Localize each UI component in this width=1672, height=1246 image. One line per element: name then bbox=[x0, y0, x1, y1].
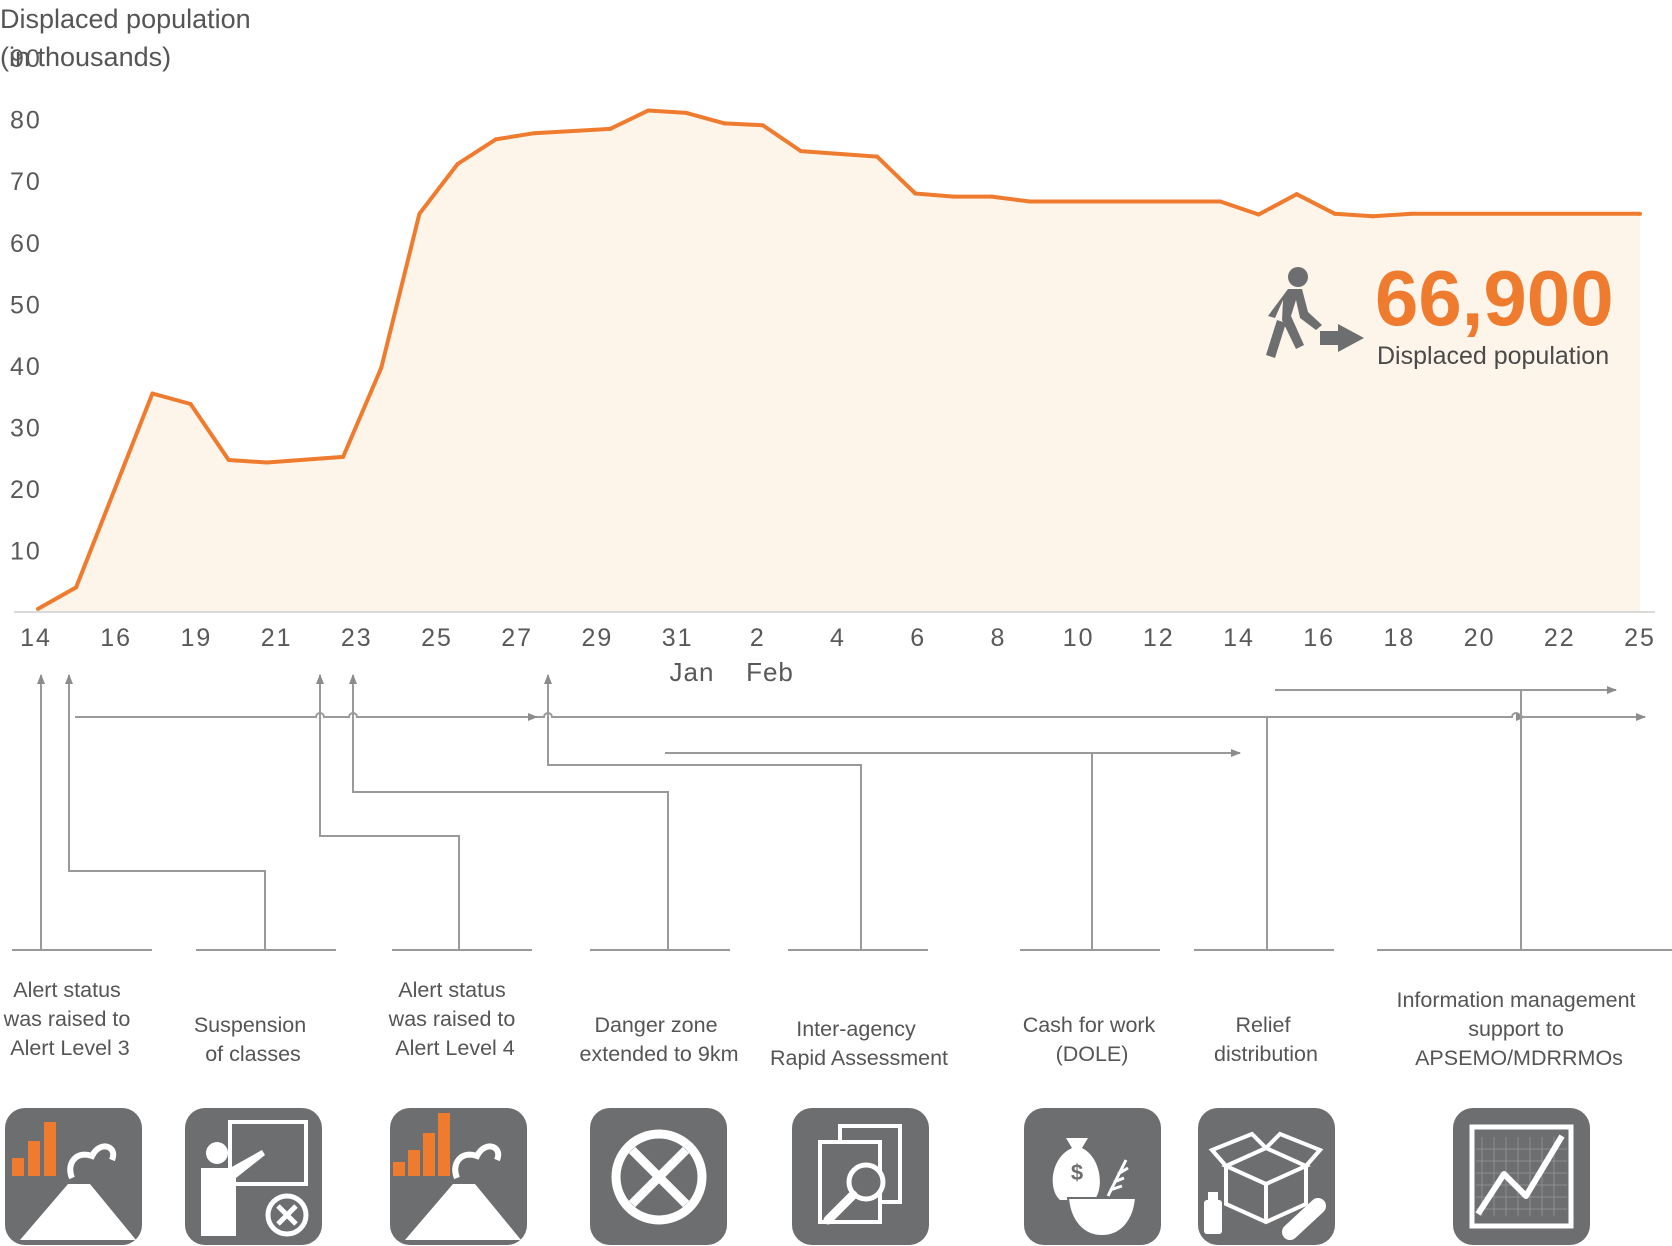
x-axis-ticks: 14 16 19 21 23 25 27 29 31 2 4 6 8 10 12 14 16 18 20 22 25 bbox=[20, 624, 1656, 652]
data-point bbox=[74, 585, 79, 590]
x-tick-label: 25 bbox=[1624, 624, 1656, 652]
data-point bbox=[455, 162, 460, 166]
data-point bbox=[875, 154, 880, 159]
data-point bbox=[341, 454, 346, 459]
x-tick-label: 4 bbox=[830, 624, 846, 652]
data-line bbox=[37, 108, 1640, 611]
svg-text:$: $ bbox=[1071, 1160, 1083, 1185]
data-point bbox=[722, 121, 727, 126]
y-tick-label: 10 bbox=[10, 537, 42, 565]
data-point bbox=[150, 391, 155, 396]
data-point bbox=[1332, 211, 1337, 216]
x-tick-label: 12 bbox=[1143, 624, 1175, 652]
rapid-assessment-icon bbox=[792, 1108, 929, 1245]
data-point bbox=[951, 194, 956, 199]
y-tick-label: 20 bbox=[10, 476, 42, 504]
danger-zone-icon bbox=[590, 1108, 727, 1245]
x-tick-label: 18 bbox=[1383, 624, 1415, 652]
class-suspension-icon bbox=[185, 1108, 322, 1245]
event-label-rapid-assessment: Inter-agency Rapid Assessment bbox=[770, 1017, 948, 1070]
x-tick-label: 2 bbox=[750, 624, 766, 652]
x-tick-label: 27 bbox=[501, 624, 533, 652]
data-point bbox=[1371, 214, 1375, 219]
data-point bbox=[913, 191, 918, 196]
event-label-danger-zone: Danger zone extended to 9km bbox=[580, 1013, 739, 1066]
data-point bbox=[379, 365, 384, 370]
data-point bbox=[646, 108, 651, 113]
data-points bbox=[36, 108, 1642, 611]
month-label-jan: Jan bbox=[670, 657, 715, 687]
data-point bbox=[684, 110, 689, 115]
x-tick-label: 10 bbox=[1063, 624, 1095, 652]
y-axis-title-line-2: (in thousands) bbox=[0, 42, 171, 72]
volcano-alert-4-icon bbox=[390, 1108, 527, 1245]
data-point bbox=[1027, 199, 1032, 204]
information-management-icon bbox=[1453, 1108, 1590, 1245]
data-point bbox=[417, 211, 422, 216]
y-tick-label: 90 bbox=[10, 45, 42, 73]
relief-distribution-icon bbox=[1198, 1108, 1335, 1245]
data-point bbox=[1256, 212, 1261, 217]
data-point bbox=[989, 194, 994, 199]
area-fill bbox=[38, 110, 1640, 612]
walking-person-icon bbox=[1266, 267, 1322, 358]
arrow-right-icon bbox=[1320, 324, 1364, 352]
data-point bbox=[798, 149, 803, 154]
data-point bbox=[531, 131, 536, 136]
highlight-caption: Displaced population bbox=[1377, 342, 1609, 370]
cash-for-work-icon: $ bbox=[1024, 1108, 1161, 1245]
data-point bbox=[1294, 192, 1299, 197]
event-label-information-management: Information management support to APSEMO… bbox=[1396, 988, 1641, 1070]
x-tick-label: 20 bbox=[1464, 624, 1496, 652]
event-label-cash-for-work: Cash for work (DOLE) bbox=[1023, 1013, 1162, 1066]
data-point bbox=[1409, 211, 1414, 216]
x-tick-label: 8 bbox=[990, 624, 1006, 652]
x-tick-label: 19 bbox=[180, 624, 212, 652]
y-tick-label: 50 bbox=[10, 291, 42, 319]
y-axis-ticks: 10 20 30 40 50 60 70 80 90 bbox=[10, 45, 42, 565]
event-label-relief-distribution: Relief distribution bbox=[1214, 1013, 1318, 1066]
data-point bbox=[188, 402, 193, 406]
event-label-suspension-of-classes: Suspension of classes bbox=[194, 1013, 312, 1066]
y-tick-label: 60 bbox=[10, 230, 42, 258]
data-point bbox=[226, 458, 231, 462]
x-tick-label: 22 bbox=[1544, 624, 1576, 652]
event-labels: Alert status was raised to Alert Level 3… bbox=[3, 978, 1641, 1070]
y-tick-label: 30 bbox=[10, 414, 42, 442]
data-point bbox=[608, 126, 613, 131]
y-tick-label: 40 bbox=[10, 353, 42, 381]
x-tick-label: 14 bbox=[1223, 624, 1255, 652]
data-point bbox=[760, 123, 765, 128]
x-tick-label: 23 bbox=[341, 624, 373, 652]
highlight-value: 66,900 bbox=[1375, 254, 1614, 342]
x-tick-label: 16 bbox=[100, 624, 132, 652]
y-tick-label: 80 bbox=[10, 107, 42, 135]
x-tick-label: 14 bbox=[20, 624, 52, 652]
y-axis-title: Displaced population (in thousands) bbox=[0, 4, 251, 72]
data-point bbox=[264, 460, 269, 465]
y-tick-label: 70 bbox=[10, 168, 42, 196]
x-tick-label: 21 bbox=[261, 624, 293, 652]
x-tick-label: 31 bbox=[662, 624, 694, 652]
month-label-feb: Feb bbox=[746, 657, 794, 687]
x-tick-label: 29 bbox=[581, 624, 613, 652]
event-label-alert-level-3: Alert status was raised to Alert Level 3 bbox=[3, 978, 137, 1060]
event-label-alert-level-4: Alert status was raised to Alert Level 4 bbox=[388, 978, 522, 1060]
x-tick-label: 25 bbox=[421, 624, 453, 652]
timeline-connectors bbox=[37, 674, 1646, 950]
data-point bbox=[36, 606, 40, 611]
data-point bbox=[1218, 199, 1223, 204]
volcano-alert-3-icon bbox=[5, 1108, 142, 1245]
y-axis-title-line-1: Displaced population bbox=[0, 4, 251, 34]
x-tick-label: 16 bbox=[1303, 624, 1335, 652]
x-tick-label: 6 bbox=[910, 624, 926, 652]
data-point bbox=[1638, 211, 1642, 216]
data-point bbox=[493, 137, 498, 142]
